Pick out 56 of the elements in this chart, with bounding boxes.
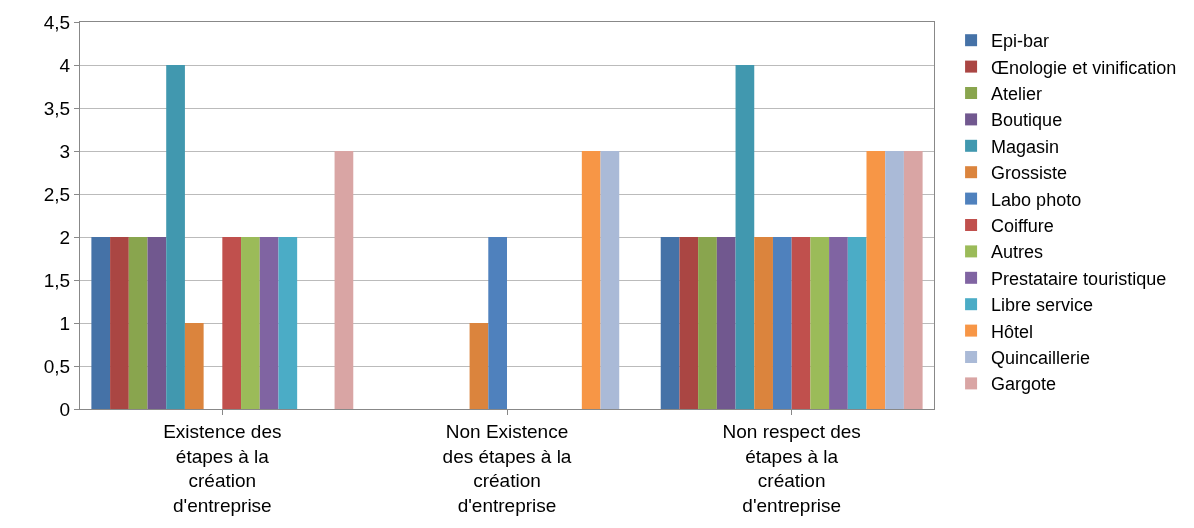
legend-label: Quincaillerie <box>991 348 1091 369</box>
legend-label: Hôtel <box>991 321 1034 342</box>
legend-label: Labo photo <box>991 189 1082 210</box>
y-tick-label: 1 <box>59 312 71 334</box>
x-tick-label: Non respect des étapes à la création d'entreprise <box>722 420 861 516</box>
y-tick-label: 3 <box>59 140 71 162</box>
bar <box>166 65 185 409</box>
legend-label: Libre service <box>991 295 1094 316</box>
y-tick-label: 4,5 <box>43 11 71 33</box>
bar <box>600 151 620 409</box>
bar <box>698 237 717 409</box>
bar <box>754 237 773 409</box>
bar <box>716 237 736 409</box>
bar <box>791 237 811 409</box>
bar <box>847 237 867 409</box>
bar <box>128 237 148 409</box>
bar <box>334 151 354 409</box>
bar <box>581 151 601 409</box>
y-tick-label: 0 <box>59 398 71 420</box>
bar <box>110 237 129 409</box>
x-tick-label: Existence des étapes à la création d'entreprise <box>163 420 282 516</box>
bar <box>91 237 111 409</box>
bar <box>679 237 699 409</box>
bar <box>810 237 830 409</box>
bar <box>147 237 167 409</box>
bar <box>488 237 507 409</box>
bar <box>885 151 904 409</box>
y-tick-label: 4 <box>59 54 71 76</box>
legend-label: Prestataire touristique <box>991 268 1167 289</box>
bar <box>772 237 792 409</box>
bar <box>903 151 923 409</box>
y-tick-label: 3,5 <box>43 97 71 119</box>
bar <box>866 151 886 409</box>
legend-label: Magasin <box>991 136 1060 157</box>
legend-label: Grossiste <box>991 163 1068 184</box>
legend-label: Gargote <box>991 374 1057 395</box>
legend-label: Autres <box>991 242 1044 263</box>
bar <box>222 237 242 409</box>
x-tick-label: Non Existence des étapes à la création d'entreprise <box>442 420 572 516</box>
legend-label: Atelier <box>991 84 1043 105</box>
bar <box>259 237 279 409</box>
bar <box>469 323 489 409</box>
bar <box>278 237 298 409</box>
bar <box>241 237 260 409</box>
legend-label: Œnologie et vinification <box>991 57 1177 78</box>
bar <box>660 237 680 409</box>
legend-label: Coiffure <box>991 216 1054 237</box>
bar <box>829 237 848 409</box>
y-tick-label: 2,5 <box>43 183 71 205</box>
y-tick-label: 1,5 <box>43 269 71 291</box>
legend-label: Boutique <box>991 110 1063 131</box>
y-tick-label: 2 <box>59 226 71 248</box>
y-tick-label: 0,5 <box>43 355 71 377</box>
legend-label: Epi-bar <box>991 31 1050 52</box>
bar <box>184 323 204 409</box>
bar <box>735 65 755 409</box>
